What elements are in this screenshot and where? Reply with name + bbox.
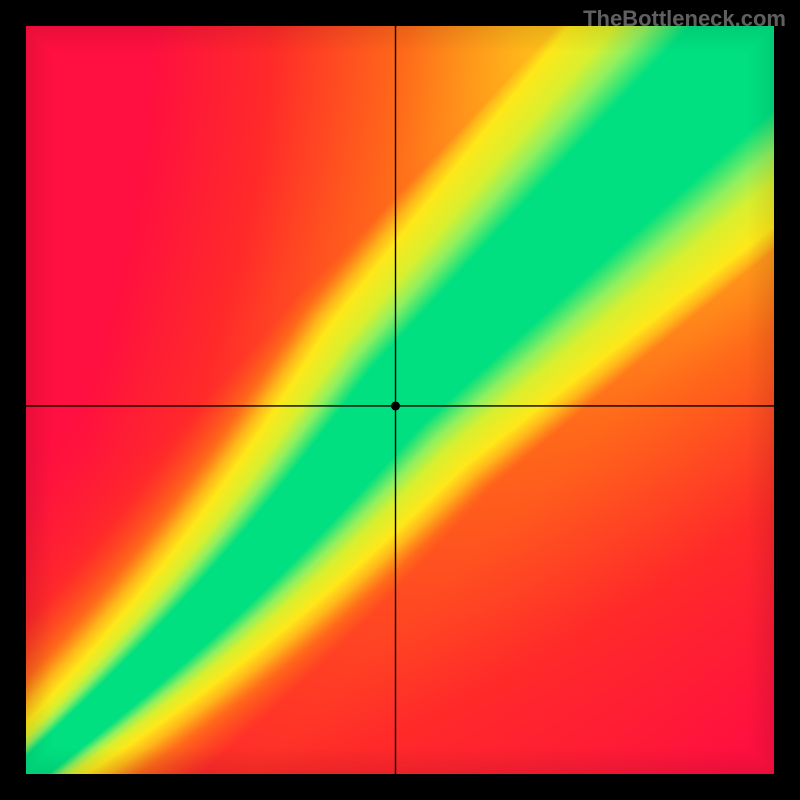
- bottleneck-heatmap: [0, 0, 800, 800]
- watermark-text: TheBottleneck.com: [583, 6, 786, 32]
